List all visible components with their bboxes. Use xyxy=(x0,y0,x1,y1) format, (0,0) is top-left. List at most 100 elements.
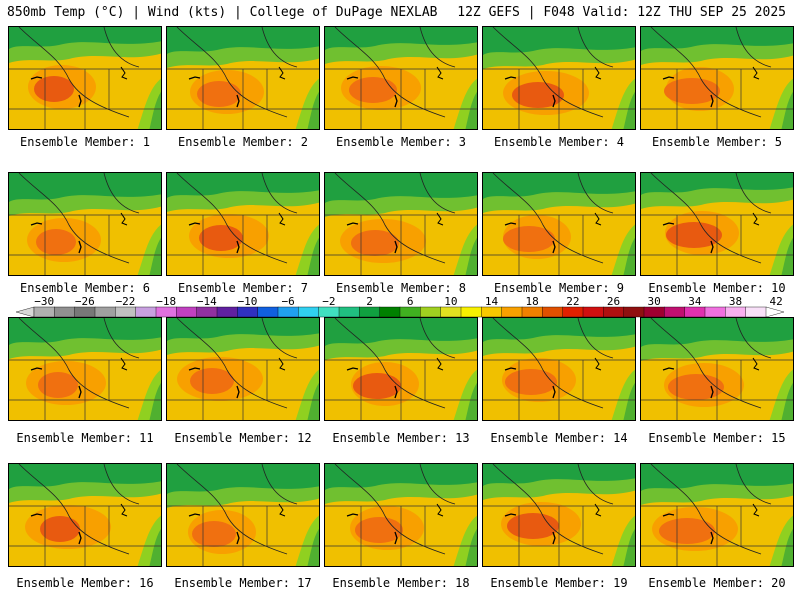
temperature-colorbar xyxy=(16,306,784,318)
ensemble-map-panel xyxy=(640,172,794,276)
ensemble-map-panel xyxy=(640,463,794,567)
ensemble-map-panel xyxy=(482,317,636,421)
colorbar-tick-label: 6 xyxy=(406,295,414,308)
ensemble-map-panel xyxy=(8,26,162,130)
colorbar-swatch xyxy=(704,306,726,318)
ensemble-map-panel xyxy=(640,26,794,130)
colorbar-tick-label: −30 xyxy=(34,295,55,308)
colorbar-tick-label: 14 xyxy=(484,295,499,308)
colorbar-tick-label: −2 xyxy=(322,295,336,308)
ensemble-member-label: Ensemble Member: 11 xyxy=(16,431,154,445)
ensemble-member-label: Ensemble Member: 6 xyxy=(19,281,151,295)
ensemble-map-panel xyxy=(324,26,478,130)
ensemble-member-label: Ensemble Member: 9 xyxy=(493,281,625,295)
colorbar-tick-label: −18 xyxy=(156,295,177,308)
ensemble-member-label: Ensemble Member: 14 xyxy=(490,431,628,445)
ensemble-member-label: Ensemble Member: 13 xyxy=(332,431,470,445)
colorbar-swatch xyxy=(277,306,299,318)
colorbar-tick-label: 34 xyxy=(688,295,702,308)
colorbar-swatch xyxy=(216,306,238,318)
colorbar-swatch xyxy=(16,306,35,318)
colorbar-swatch xyxy=(155,306,177,318)
ensemble-map-panel xyxy=(8,317,162,421)
ensemble-member-label: Ensemble Member: 16 xyxy=(16,576,154,590)
colorbar-tick-label: 22 xyxy=(566,295,580,308)
ensemble-map-panel xyxy=(166,26,320,130)
ensemble-map-panel xyxy=(8,463,162,567)
ensemble-member-label: Ensemble Member: 7 xyxy=(177,281,309,295)
colorbar-tick-label: −10 xyxy=(237,295,258,308)
ensemble-member-label: Ensemble Member: 15 xyxy=(648,431,786,445)
ensemble-member-label: Ensemble Member: 3 xyxy=(335,135,467,149)
colorbar-swatch xyxy=(338,306,360,318)
colorbar-swatch xyxy=(440,306,462,318)
ensemble-member-label: Ensemble Member: 4 xyxy=(493,135,625,149)
ensemble-map-panel xyxy=(166,172,320,276)
ensemble-map-panel xyxy=(324,463,478,567)
model-valid-time: 12Z GEFS | F048 Valid: 12Z THU SEP 25 20… xyxy=(457,5,786,20)
colorbar-tick-label: 30 xyxy=(647,295,661,308)
colorbar-swatch xyxy=(420,306,442,318)
ensemble-member-label: Ensemble Member: 5 xyxy=(651,135,783,149)
colorbar-swatch xyxy=(684,306,706,318)
ensemble-member-label: Ensemble Member: 19 xyxy=(490,576,628,590)
colorbar-tick-label: 42 xyxy=(769,295,783,308)
ensemble-map-panel xyxy=(640,317,794,421)
colorbar-swatch xyxy=(582,306,604,318)
colorbar-tick-label: −26 xyxy=(74,295,95,308)
colorbar-swatch xyxy=(725,306,747,318)
colorbar-swatch xyxy=(623,306,645,318)
colorbar-tick-label: 10 xyxy=(444,295,458,308)
colorbar-swatch xyxy=(359,306,381,318)
colorbar-swatch xyxy=(399,306,421,318)
colorbar-swatch xyxy=(542,306,564,318)
colorbar-swatch xyxy=(765,306,784,318)
colorbar-swatch xyxy=(135,306,157,318)
colorbar-tick-label: 18 xyxy=(525,295,539,308)
colorbar-swatch xyxy=(196,306,218,318)
colorbar-tick-label: 38 xyxy=(728,295,743,308)
colorbar-tick-label: −14 xyxy=(196,295,217,308)
ensemble-member-label: Ensemble Member: 20 xyxy=(648,576,786,590)
ensemble-member-label: Ensemble Member: 1 xyxy=(19,135,151,149)
colorbar-swatch xyxy=(643,306,665,318)
ensemble-map-panel xyxy=(166,317,320,421)
colorbar-swatch xyxy=(318,306,340,318)
colorbar-swatch xyxy=(562,306,584,318)
ensemble-member-label: Ensemble Member: 12 xyxy=(174,431,312,445)
ensemble-map-panel xyxy=(166,463,320,567)
colorbar-swatch xyxy=(603,306,625,318)
ensemble-map-panel xyxy=(482,172,636,276)
ensemble-map-panel xyxy=(8,172,162,276)
colorbar-swatch xyxy=(176,306,198,318)
colorbar-tick-label: −6 xyxy=(281,295,295,308)
colorbar-swatch xyxy=(94,306,116,318)
ensemble-map-panel xyxy=(324,317,478,421)
colorbar-swatch xyxy=(745,306,767,318)
colorbar-swatch xyxy=(54,306,76,318)
colorbar-swatch xyxy=(664,306,686,318)
colorbar-swatch xyxy=(501,306,523,318)
ensemble-map-panel xyxy=(324,172,478,276)
ensemble-member-label: Ensemble Member: 18 xyxy=(332,576,470,590)
ensemble-map-panel xyxy=(482,463,636,567)
colorbar-swatch xyxy=(237,306,259,318)
ensemble-map-panel xyxy=(482,26,636,130)
ensemble-member-label: Ensemble Member: 2 xyxy=(177,135,309,149)
colorbar-swatch xyxy=(115,306,137,318)
colorbar-swatch xyxy=(257,306,279,318)
ensemble-member-label: Ensemble Member: 10 xyxy=(648,281,786,295)
colorbar-tick-label: 26 xyxy=(606,295,621,308)
chart-title: 850mb Temp (°C) | Wind (kts) | College o… xyxy=(7,5,438,20)
colorbar-tick-label: 2 xyxy=(366,295,373,308)
colorbar-swatch xyxy=(521,306,543,318)
colorbar-tick-label: −22 xyxy=(115,295,136,308)
ensemble-member-label: Ensemble Member: 8 xyxy=(335,281,467,295)
colorbar-swatch xyxy=(74,306,96,318)
ensemble-member-label: Ensemble Member: 17 xyxy=(174,576,312,590)
colorbar-swatch xyxy=(33,306,55,318)
colorbar-swatch xyxy=(379,306,401,318)
colorbar-swatch xyxy=(298,306,320,318)
colorbar-swatch xyxy=(460,306,482,318)
colorbar-swatch xyxy=(481,306,503,318)
